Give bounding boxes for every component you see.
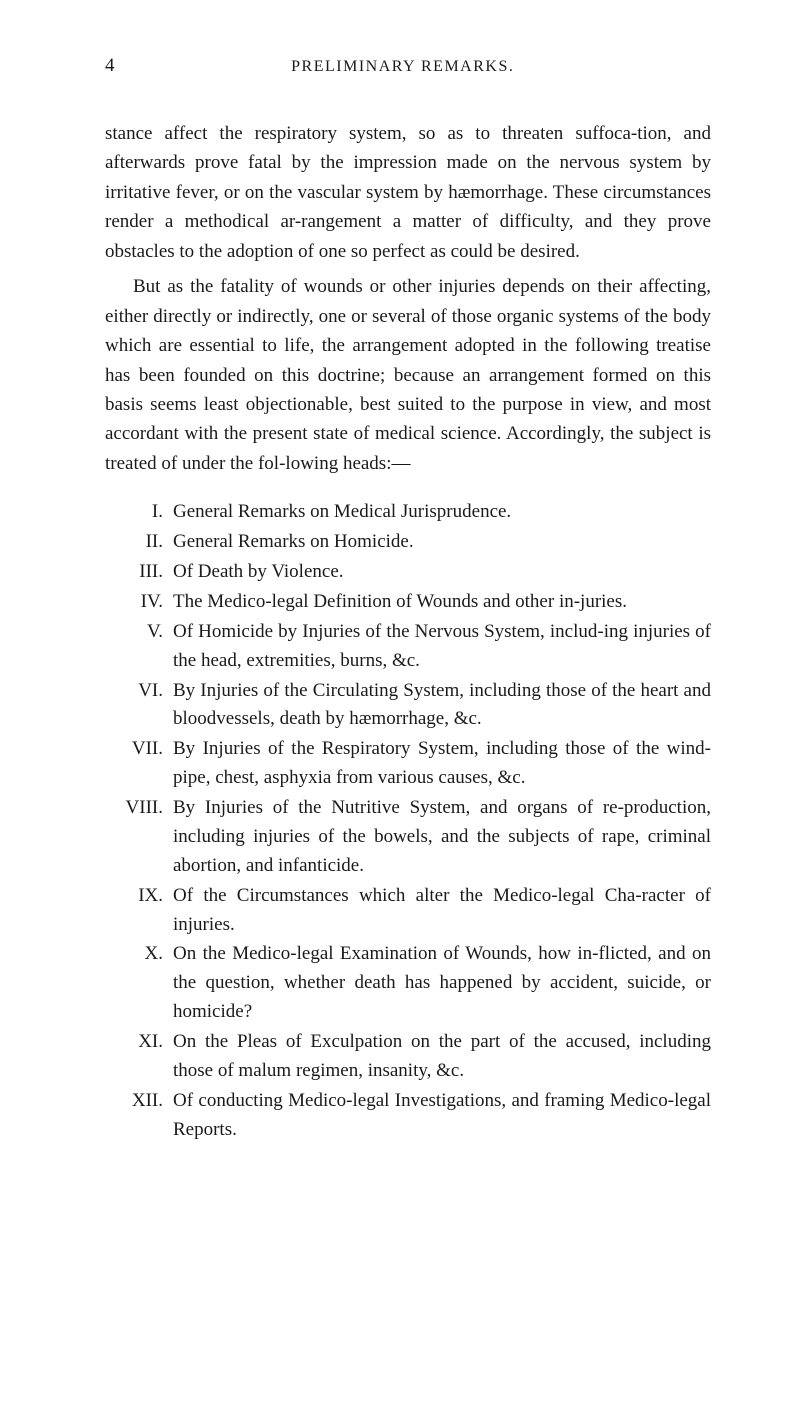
list-text: Of the Circumstances which alter the Med… bbox=[173, 882, 711, 940]
list-item: VIII. By Injuries of the Nutritive Syste… bbox=[105, 794, 711, 881]
list-item: V. Of Homicide by Injuries of the Nervou… bbox=[105, 618, 711, 676]
list-item: II. General Remarks on Homicide. bbox=[105, 528, 711, 557]
list-numeral: VII. bbox=[105, 735, 173, 793]
list-text: By Injuries of the Circulating System, i… bbox=[173, 677, 711, 735]
list-numeral: V. bbox=[105, 618, 173, 676]
list-item: VII. By Injuries of the Respiratory Syst… bbox=[105, 735, 711, 793]
page-number: 4 bbox=[105, 55, 115, 77]
list-item: IV. The Medico-legal Definition of Wound… bbox=[105, 588, 711, 617]
paragraph-1: stance affect the respiratory system, so… bbox=[105, 119, 711, 266]
list-numeral: I. bbox=[105, 498, 173, 527]
list-text: Of conducting Medico-legal Investigation… bbox=[173, 1087, 711, 1145]
list-text: Of Homicide by Injuries of the Nervous S… bbox=[173, 618, 711, 676]
list-text: The Medico-legal Definition of Wounds an… bbox=[173, 588, 711, 617]
list-item: XII. Of conducting Medico-legal Investig… bbox=[105, 1087, 711, 1145]
list-item: VI. By Injuries of the Circulating Syste… bbox=[105, 677, 711, 735]
list-item: XI. On the Pleas of Exculpation on the p… bbox=[105, 1028, 711, 1086]
list-text: General Remarks on Homicide. bbox=[173, 528, 711, 557]
list-item: IX. Of the Circumstances which alter the… bbox=[105, 882, 711, 940]
list-item: I. General Remarks on Medical Jurisprude… bbox=[105, 498, 711, 527]
list-numeral: XI. bbox=[105, 1028, 173, 1086]
list-numeral: III. bbox=[105, 558, 173, 587]
list-numeral: X. bbox=[105, 940, 173, 1027]
list-numeral: IV. bbox=[105, 588, 173, 617]
list-item: III. Of Death by Violence. bbox=[105, 558, 711, 587]
list-text: General Remarks on Medical Jurisprudence… bbox=[173, 498, 711, 527]
list-text: By Injuries of the Nutritive System, and… bbox=[173, 794, 711, 881]
list-numeral: VI. bbox=[105, 677, 173, 735]
list-numeral: XII. bbox=[105, 1087, 173, 1145]
list-numeral: II. bbox=[105, 528, 173, 557]
paragraph-2: But as the fatality of wounds or other i… bbox=[105, 272, 711, 478]
list-text: Of Death by Violence. bbox=[173, 558, 711, 587]
list-numeral: IX. bbox=[105, 882, 173, 940]
list-text: By Injuries of the Respiratory System, i… bbox=[173, 735, 711, 793]
list-text: On the Medico-legal Examination of Wound… bbox=[173, 940, 711, 1027]
list-item: X. On the Medico-legal Examination of Wo… bbox=[105, 940, 711, 1027]
list-text: On the Pleas of Exculpation on the part … bbox=[173, 1028, 711, 1086]
page-header: 4 PRELIMINARY REMARKS. bbox=[105, 55, 711, 77]
outline-list: I. General Remarks on Medical Jurisprude… bbox=[105, 498, 711, 1144]
page-title: PRELIMINARY REMARKS. bbox=[115, 58, 692, 76]
list-numeral: VIII. bbox=[105, 794, 173, 881]
